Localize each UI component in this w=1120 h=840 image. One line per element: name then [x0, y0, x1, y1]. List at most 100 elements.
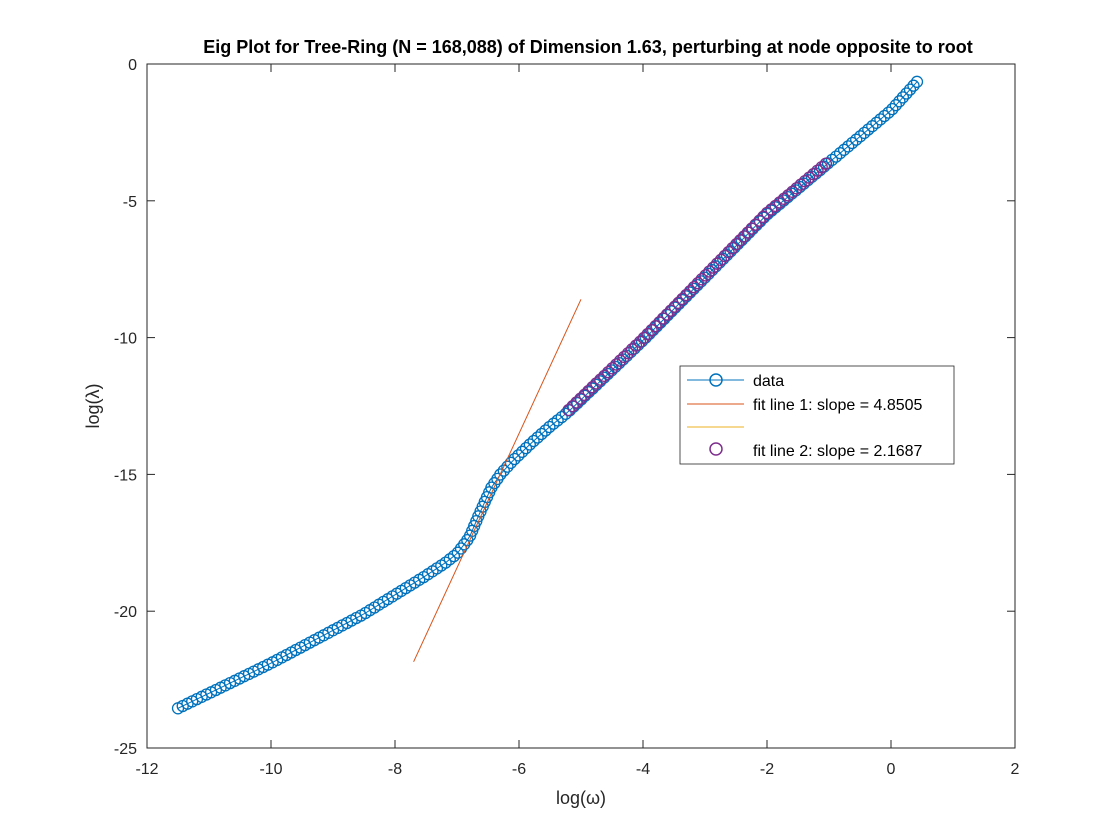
legend-label-fit-line-2: fit line 2: slope = 2.1687 — [753, 443, 923, 460]
fit-line-2-point — [765, 203, 778, 216]
fit-line-2-point — [656, 312, 670, 325]
fit-line-2-point — [633, 335, 647, 348]
data-point — [551, 414, 564, 427]
data-point — [889, 99, 902, 112]
fit-line-2-point — [741, 226, 754, 239]
fit-line-2-point — [613, 354, 627, 367]
fit-line-2-point — [703, 265, 716, 278]
fit-line-2-point — [649, 320, 662, 333]
fit-line-2-point — [726, 241, 739, 255]
fit-line-2-point — [606, 362, 619, 375]
fit-line-2-point — [753, 214, 766, 227]
fit-line-2-point — [625, 343, 639, 356]
fit-line-2-point — [582, 384, 595, 398]
fit-line-2-point — [594, 373, 607, 386]
data-point — [497, 464, 510, 477]
fit-line-2-point — [586, 381, 599, 394]
fit-line-2-point — [687, 280, 701, 294]
data-point — [501, 460, 514, 473]
fit-line-2-point — [668, 300, 681, 313]
x-tick-label: -4 — [636, 761, 650, 778]
data-point — [893, 95, 906, 108]
fit-line-2-point — [790, 182, 803, 195]
fit-line-2-point — [637, 331, 651, 345]
fit-line-2-point — [737, 230, 751, 243]
data-point — [512, 449, 525, 462]
data-point — [878, 109, 891, 123]
data-point — [555, 410, 568, 424]
fit-line-2-point — [621, 346, 635, 360]
data-point — [903, 83, 917, 96]
legend-data-marker — [709, 373, 723, 387]
fit-line-2-point — [769, 199, 782, 213]
data-point — [519, 441, 533, 455]
fit-line-2-point — [707, 261, 720, 274]
data-point — [547, 417, 560, 430]
fit-line-2-point — [757, 210, 770, 223]
y-tick-label: 0 — [128, 57, 137, 74]
fit-line-2-point — [691, 277, 704, 290]
fit-line-2-point — [683, 284, 697, 298]
fit-line-2-point — [773, 196, 786, 209]
y-tick-label: -25 — [114, 741, 137, 758]
fit-line-2-point — [777, 192, 791, 205]
fit-line-2-point — [653, 316, 666, 329]
data-point — [907, 79, 920, 92]
fit-line-2-point — [562, 403, 575, 417]
data-point — [523, 438, 536, 451]
y-tick-label: -20 — [114, 604, 137, 621]
data-point — [829, 150, 843, 163]
fit-line-2-point — [664, 304, 677, 317]
data-point — [874, 113, 887, 126]
x-tick-label: -10 — [259, 761, 282, 778]
data-point — [527, 434, 540, 448]
fit-line-2-point — [676, 292, 689, 306]
legend-box — [679, 365, 955, 465]
data-point — [866, 120, 879, 133]
fit-line-2-point — [798, 175, 812, 188]
data-point — [882, 106, 895, 119]
fit-line-2-point — [695, 273, 708, 286]
fit-line-2-point — [802, 171, 816, 184]
fit-line-2-point — [745, 222, 758, 235]
fit-line-2-point — [786, 185, 799, 198]
data-point — [531, 431, 544, 444]
legend-label-fit-line-1: fit line 1: slope = 4.8505 — [753, 397, 923, 414]
data-point — [508, 452, 521, 466]
data-point — [910, 75, 924, 88]
fit-line-2-point — [574, 392, 587, 405]
chart-title: Eig Plot for Tree-Ring (N = 168,088) of … — [203, 37, 973, 57]
legend-label-data: data — [753, 373, 784, 390]
data-point — [886, 102, 899, 116]
data-point — [539, 424, 552, 437]
fit-line-2-point — [598, 369, 611, 383]
fit-line-2-point — [811, 164, 824, 177]
data-point — [454, 542, 468, 555]
fit-line-2-point — [570, 396, 583, 409]
fit-line-2-point — [660, 308, 674, 321]
fit-line-2-point — [602, 365, 615, 379]
fit-line-2-point — [815, 160, 828, 174]
fit-line-2-point — [578, 388, 591, 401]
fit-line-2-point — [617, 350, 631, 364]
data-point — [447, 549, 461, 563]
data-point — [458, 538, 471, 551]
data-point — [837, 143, 851, 156]
y-axis-label: log(λ) — [83, 383, 103, 428]
fit-line-2-point — [760, 206, 774, 220]
fit-line-2-point — [680, 288, 693, 302]
fit-line-2-point — [733, 234, 747, 247]
fit-line-2-point — [819, 157, 833, 170]
data-point — [825, 153, 839, 167]
data-point — [559, 407, 572, 420]
fit-line-2-point — [781, 189, 795, 202]
fit-line-2-point — [718, 249, 731, 263]
fit-line-2-point — [794, 178, 807, 191]
data-point — [854, 130, 867, 143]
fit-line-2-point — [749, 218, 762, 231]
fit-line-2-point — [590, 377, 603, 390]
legend: data fit line 1: slope = 4.8505 fit line… — [679, 365, 955, 465]
data-point — [543, 420, 556, 434]
fit-line-2-point — [722, 245, 735, 259]
